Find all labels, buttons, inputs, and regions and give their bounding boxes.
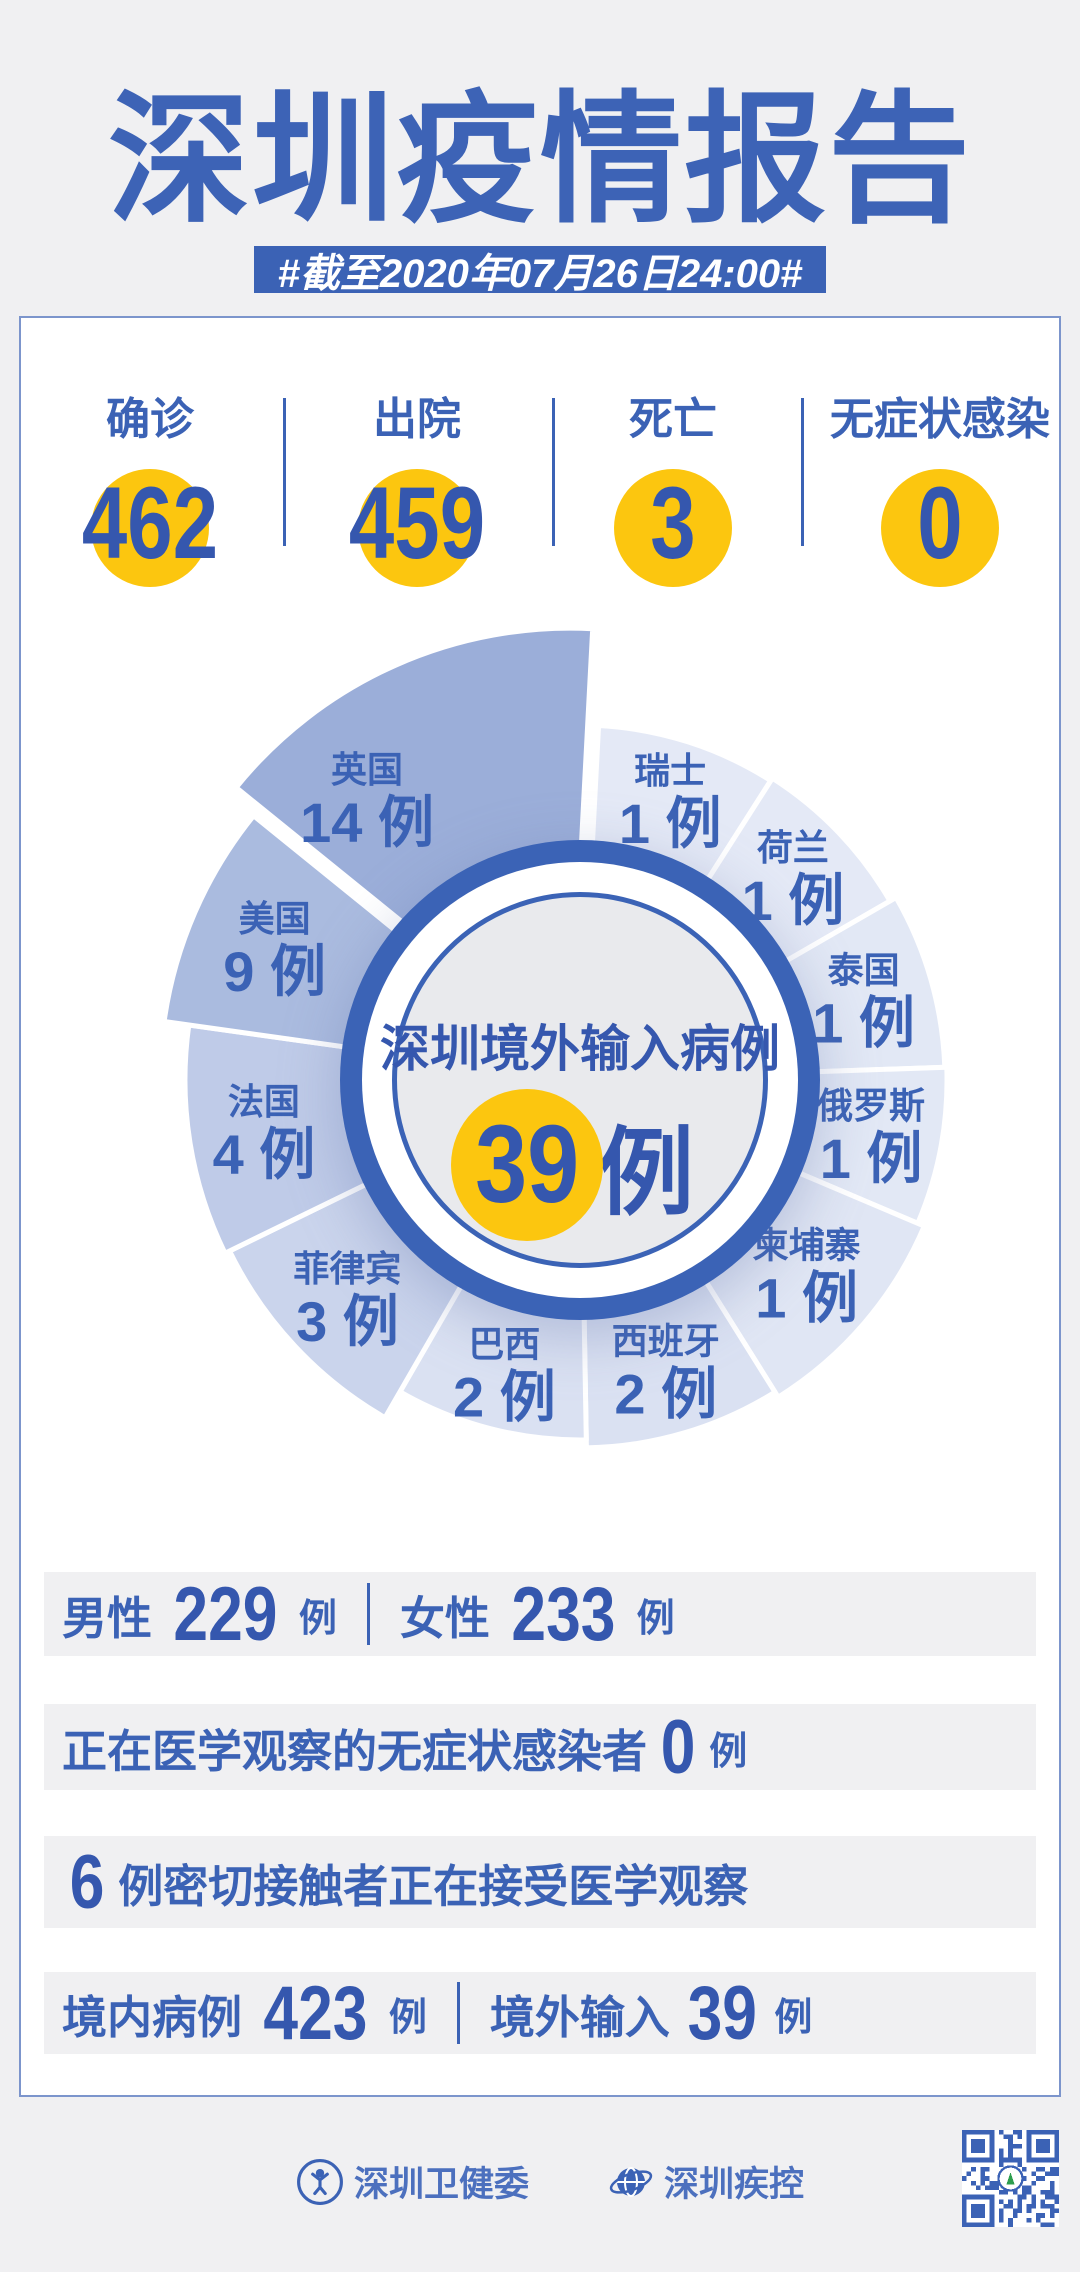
pie-slice-label: 柬埔寨 [753,1225,861,1266]
pie-center-title: 深圳境外输入病例 [380,1021,780,1077]
date-badge: #截至2020年07月26日24:00# [254,246,826,296]
stat-label: 死亡 [629,395,717,444]
pie-center-ring: 深圳境外输入病例 39 例 [362,862,798,1298]
stat-value: 459 [348,465,486,580]
pie-slice-label: 俄罗斯 [816,1085,925,1126]
stat-asymptomatic: 无症状感染 0 [800,383,1080,587]
pie-slice-value: 3 例 [296,1290,399,1353]
footer-org-cdc: 深圳疾控 [608,2156,804,2207]
imported-value: 39 [687,1970,757,2056]
stat-label: 无症状感染 [830,395,1050,444]
stat-divider [283,398,286,546]
pie-center-value-row: 39 例 [466,1095,694,1234]
stat-value-circle: 3 [614,466,732,587]
stat-value-circle: 0 [881,466,999,587]
pie-slice-value: 1 例 [820,1127,923,1190]
domestic-label: 境内病例 [62,1991,243,2043]
stat-divider [552,398,555,546]
stat-value: 0 [917,465,963,580]
stat-label: 确诊 [106,395,194,444]
bar-divider [456,1982,460,2044]
domestic-value: 423 [263,1970,368,2056]
male-value: 229 [173,1571,278,1657]
pie-slice-value: 2 例 [614,1363,717,1426]
male-label: 男性 [62,1592,153,1644]
pie-center-value: 39 [474,1103,579,1226]
stat-label: 出院 [373,395,461,444]
pie-slice-value: 1 例 [619,792,722,855]
asymptomatic-observation-bar: 正在医学观察的无症状感染者 0 例 [44,1704,1036,1790]
pie-slice-label: 瑞士 [634,750,706,791]
imported-label: 境外输入 [489,1991,670,2043]
male-unit: 例 [298,1597,337,1640]
stat-value: 462 [81,465,219,580]
pie-slice-value: 9 例 [223,940,326,1003]
cdc-logo-icon [609,2166,653,2197]
pie-center-content: 深圳境外输入病例 39 例 [380,892,780,1268]
pie-center-unit: 例 [598,1120,695,1227]
domestic-unit: 例 [388,1996,427,2039]
footer-org-name: 深圳卫健委 [354,2165,530,2204]
qr-code [962,2130,1059,2227]
bar-divider [366,1583,370,1645]
pie-center-circle: 深圳境外输入病例 39 例 [340,840,820,1320]
pie-slice-value: 1 例 [755,1267,858,1330]
pie-slice-value: 2 例 [453,1365,556,1428]
asymptomatic-unit: 例 [709,1730,748,1773]
stat-discharged: 出院 459 [277,383,557,587]
pie-slice-label: 巴西 [468,1323,540,1364]
stat-divider [801,398,804,546]
female-unit: 例 [636,1597,675,1640]
close-contacts-label: 例密切接触者正在接受医学观察 [118,1860,749,1912]
female-label: 女性 [399,1592,490,1644]
close-contacts-value: 6 [69,1839,105,1925]
pie-slice-value: 1 例 [812,992,915,1055]
pie-center-value-highlight: 39 [466,1101,588,1228]
asymptomatic-label: 正在医学观察的无症状感染者 [62,1725,648,1777]
stat-value-circle: 462 [82,466,218,587]
health-commission-logo-icon [297,2158,343,2205]
stat-deaths: 死亡 3 [533,383,813,587]
stat-value-circle: 459 [349,466,485,587]
pie-slice-value: 4 例 [213,1123,316,1186]
case-origin-bar: 境内病例 423 例 境外输入 39 例 [44,1970,1036,2056]
page-title: 深圳疫情报告 [108,81,972,240]
female-value: 233 [511,1571,616,1657]
footer-org-name: 深圳疾控 [664,2165,805,2204]
pie-slice-label: 西班牙 [612,1321,720,1362]
pie-slice-label: 法国 [228,1081,300,1122]
pie-slice-label: 泰国 [828,950,900,991]
stat-value: 3 [650,465,696,580]
pie-slice-value: 14 例 [300,791,434,854]
gender-breakdown-bar: 男性 229 例 女性 233 例 [44,1571,1036,1657]
pie-slice-label: 荷兰 [757,827,829,868]
footer-org-health-commission: 深圳卫健委 [296,2156,529,2207]
pie-slice-label: 美国 [239,898,311,939]
asymptomatic-value: 0 [660,1704,696,1790]
pie-slice-label: 菲律宾 [293,1248,401,1289]
imported-unit: 例 [774,1996,813,2039]
close-contacts-bar: 6 例密切接触者正在接受医学观察 [44,1836,1036,1928]
pie-slice-label: 英国 [331,749,403,790]
stat-confirmed: 确诊 462 [10,383,290,587]
